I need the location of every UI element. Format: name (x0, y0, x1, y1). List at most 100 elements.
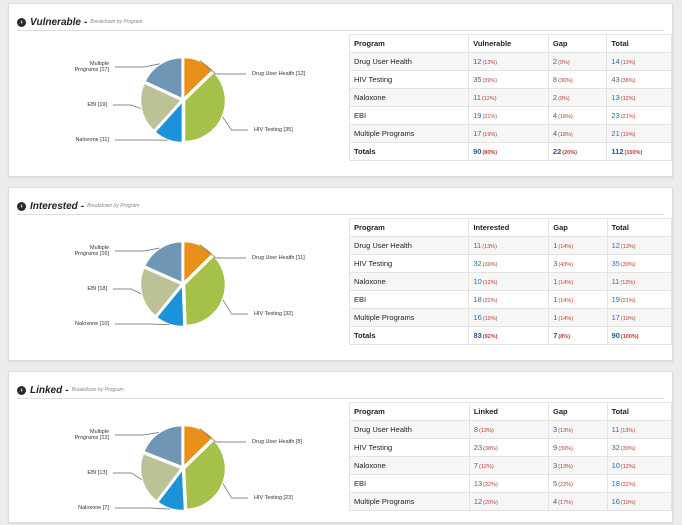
percent-label: (14%) (558, 298, 573, 304)
count-link[interactable]: 17 (612, 313, 620, 322)
percent-label: (100%) (625, 150, 643, 156)
count-link[interactable]: 4 (553, 497, 557, 506)
count-link[interactable]: 23 (611, 111, 619, 120)
count-link[interactable]: 35 (612, 259, 620, 268)
count-link[interactable]: 11 (612, 277, 620, 286)
count-link[interactable]: 35 (473, 75, 481, 84)
value-cell: 19(21%) (469, 107, 549, 125)
percent-label: (22%) (558, 482, 573, 488)
count-link[interactable]: 1 (553, 241, 557, 250)
count-link[interactable]: 23 (474, 443, 482, 452)
count-link[interactable]: 12 (474, 497, 482, 506)
percent-label: (39%) (558, 446, 573, 452)
panel-subtitle: Breakdown by Program (90, 19, 142, 25)
value-cell: 23(38%) (469, 439, 548, 457)
count-link[interactable]: 8 (553, 75, 557, 84)
count-link[interactable]: 2 (553, 93, 557, 102)
percent-label: (39%) (621, 262, 636, 268)
count-link[interactable]: 11 (473, 241, 481, 250)
panel-title: Interested (30, 201, 78, 212)
count-link[interactable]: 3 (553, 425, 557, 434)
percent-label: (21%) (482, 114, 497, 120)
count-link[interactable]: 18 (612, 479, 620, 488)
column-header: Total (607, 219, 671, 237)
count-link[interactable]: 32 (612, 443, 620, 452)
program-cell: HIV Testing (350, 255, 469, 273)
count-link[interactable]: 14 (611, 57, 619, 66)
panel-header: › Interested - Breakdown by Program (17, 198, 664, 215)
count-link[interactable]: 7 (474, 461, 478, 470)
count-link[interactable]: 16 (612, 497, 620, 506)
value-cell: 13(12%) (607, 89, 672, 107)
value-cell: 8(13%) (469, 421, 548, 439)
pie-label-drug: Drug User Health [12] (252, 71, 305, 77)
panel-title: Linked (30, 385, 62, 396)
count-link[interactable]: 90 (612, 331, 620, 340)
value-cell: 1(14%) (549, 273, 607, 291)
count-link[interactable]: 4 (553, 111, 557, 120)
chevron-right-icon[interactable]: › (17, 202, 26, 211)
count-link[interactable]: 10 (473, 277, 481, 286)
count-link[interactable]: 11 (473, 93, 481, 102)
value-cell: 83(92%) (469, 327, 549, 345)
percent-label: (8%) (558, 334, 570, 340)
count-link[interactable]: 83 (473, 331, 481, 340)
count-link[interactable]: 19 (473, 111, 481, 120)
leader-line-ebi (113, 473, 142, 480)
count-link[interactable]: 16 (473, 313, 481, 322)
count-link[interactable]: 19 (612, 295, 620, 304)
program-cell: EBI (350, 291, 469, 309)
percent-label: (21%) (621, 298, 636, 304)
panel-subtitle: Breakdown by Program (87, 203, 139, 209)
panel-title: Vulnerable (30, 17, 81, 28)
count-link[interactable]: 3 (553, 259, 557, 268)
count-link[interactable]: 10 (612, 461, 620, 470)
count-link[interactable]: 90 (473, 147, 481, 156)
count-link[interactable]: 11 (612, 425, 620, 434)
value-cell: 22(20%) (548, 143, 607, 161)
count-link[interactable]: 1 (553, 277, 557, 286)
value-cell: 19(21%) (607, 291, 671, 309)
chevron-right-icon[interactable]: › (17, 386, 26, 395)
percent-label: (19%) (621, 132, 636, 138)
column-header: Total (607, 35, 672, 53)
count-link[interactable]: 1 (553, 313, 557, 322)
count-link[interactable]: 1 (553, 295, 557, 304)
count-link[interactable]: 13 (611, 93, 619, 102)
count-link[interactable]: 112 (611, 147, 623, 156)
count-link[interactable]: 8 (474, 425, 478, 434)
count-link[interactable]: 17 (473, 129, 481, 138)
percent-label: (19%) (482, 132, 497, 138)
program-cell: Multiple Programs (350, 493, 470, 511)
value-cell: 10(12%) (469, 273, 549, 291)
count-link[interactable]: 13 (474, 479, 482, 488)
value-cell: 4(18%) (548, 125, 607, 143)
column-header: Total (607, 403, 671, 421)
percent-label: (12%) (482, 96, 497, 102)
interested-panel: › Interested - Breakdown by Program Drug… (8, 187, 673, 361)
count-link[interactable]: 12 (612, 241, 620, 250)
count-link[interactable]: 18 (473, 295, 481, 304)
value-cell: 3(43%) (549, 255, 607, 273)
count-link[interactable]: 2 (553, 57, 557, 66)
count-link[interactable]: 12 (473, 57, 481, 66)
count-link[interactable]: 32 (473, 259, 481, 268)
count-link[interactable]: 43 (611, 75, 619, 84)
leader-line-naloxone (115, 508, 170, 509)
count-link[interactable]: 22 (553, 147, 561, 156)
count-link[interactable]: 9 (553, 443, 557, 452)
count-link[interactable]: 21 (611, 129, 619, 138)
count-link[interactable]: 5 (553, 479, 557, 488)
count-link[interactable]: 7 (553, 331, 557, 340)
count-link[interactable]: 4 (553, 129, 557, 138)
value-cell: 11(12%) (469, 89, 549, 107)
column-header: Gap (548, 35, 607, 53)
count-link[interactable]: 3 (553, 461, 557, 470)
chevron-right-icon[interactable]: › (17, 18, 26, 27)
